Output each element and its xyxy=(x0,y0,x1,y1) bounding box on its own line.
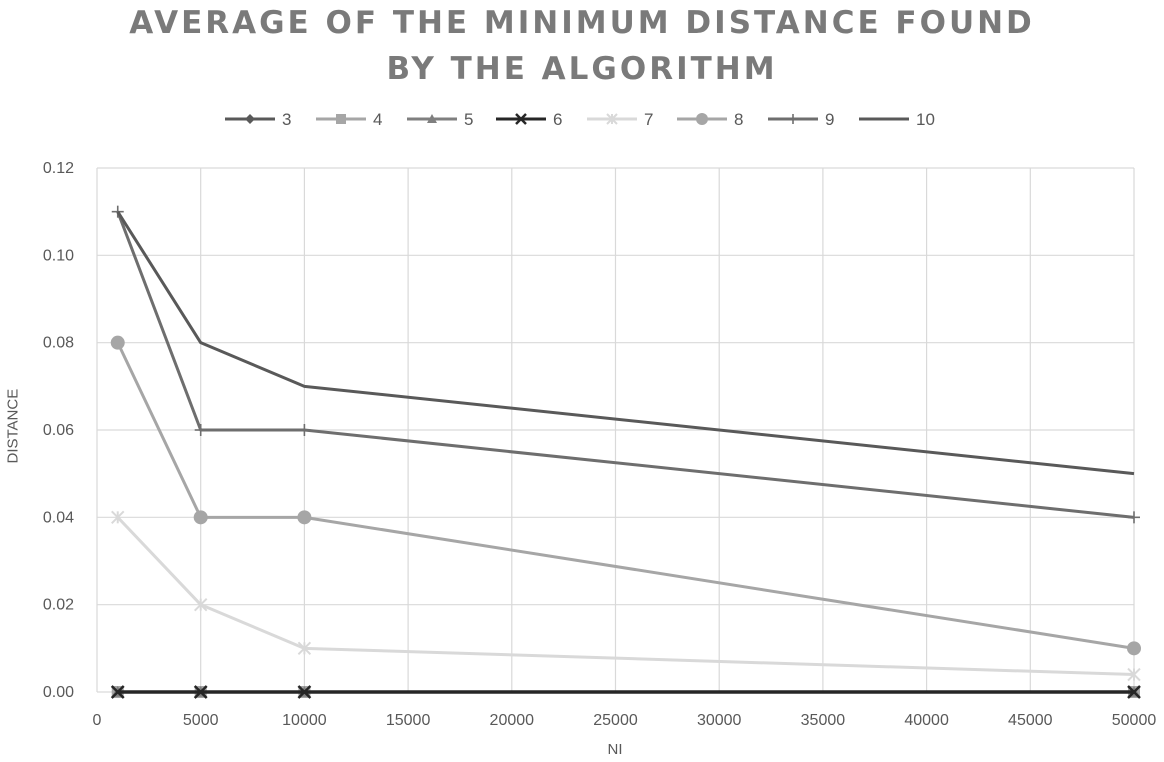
series-8-line xyxy=(116,342,1135,650)
series-6-point-stroke xyxy=(297,685,312,699)
series-7-point xyxy=(193,597,208,612)
y-tick-label: 0.08 xyxy=(43,335,74,352)
series-10-line xyxy=(116,210,1135,476)
series-7-line xyxy=(116,516,1135,677)
series-6-point-stroke xyxy=(110,685,125,699)
x-tick-label: 50000 xyxy=(1112,712,1157,729)
series-8-point xyxy=(297,510,312,525)
legend-marker-7 xyxy=(606,113,618,125)
chart-title-line-1: AVERAGE OF THE MINIMUM DISTANCE FOUND xyxy=(129,5,1035,41)
series-7-point xyxy=(1127,667,1141,682)
series-7-point xyxy=(111,510,125,525)
series-9-point xyxy=(1128,511,1140,524)
x-tick-label: 15000 xyxy=(386,712,431,729)
chart-title: AVERAGE OF THE MINIMUM DISTANCE FOUND BY… xyxy=(0,0,1164,92)
legend-marker-3 xyxy=(245,114,255,124)
legend-marker-6-stroke xyxy=(515,113,527,125)
y-tick-label: 0.10 xyxy=(43,247,74,264)
legend-label-4: 4 xyxy=(373,110,382,129)
series-8-point xyxy=(110,335,125,350)
series-9-point xyxy=(298,424,311,436)
x-tick-label: 20000 xyxy=(490,712,535,729)
legend-label-8: 8 xyxy=(734,110,743,129)
x-tick-label: 45000 xyxy=(1008,712,1053,729)
x-tick-label: 5000 xyxy=(183,712,219,729)
y-tick-label: 0.02 xyxy=(43,597,74,614)
x-tick-label: 40000 xyxy=(904,712,949,729)
legend-label-6: 6 xyxy=(553,110,562,129)
series-6-point xyxy=(1127,685,1141,699)
x-tick-label: 10000 xyxy=(282,712,327,729)
y-tick-label: 0.04 xyxy=(43,509,74,526)
series-6-point xyxy=(297,685,312,699)
legend-label-3: 3 xyxy=(282,110,291,129)
x-tick-label: 0 xyxy=(93,712,102,729)
legend-label-7: 7 xyxy=(644,110,653,129)
chart-title-line-2: BY THE ALGORITHM xyxy=(386,51,778,87)
series-8-point xyxy=(1127,641,1141,656)
series-9-line xyxy=(116,211,1135,519)
x-tick-label: 25000 xyxy=(593,712,638,729)
legend-marker-8 xyxy=(696,113,708,125)
x-axis-title: NI xyxy=(607,741,623,758)
x-tick-label: 35000 xyxy=(801,712,846,729)
x-tick-label: 30000 xyxy=(697,712,742,729)
y-tick-label: 0.12 xyxy=(43,160,74,177)
legend-marker-6 xyxy=(515,113,527,125)
legend-label-9: 9 xyxy=(825,110,834,129)
series-8-point xyxy=(193,510,208,525)
y-tick-label: 0.00 xyxy=(43,684,74,701)
y-axis-title: DISTANCE xyxy=(4,388,22,464)
series-6-point xyxy=(110,685,125,699)
series-9-point xyxy=(194,424,207,436)
legend-marker-4 xyxy=(336,114,346,124)
series-7-point xyxy=(297,641,312,656)
series-6-point-stroke xyxy=(1127,685,1141,699)
legend-label-5: 5 xyxy=(464,110,473,129)
y-tick-label: 0.06 xyxy=(43,422,74,439)
series-6-point xyxy=(193,685,208,699)
legend-marker-5 xyxy=(427,114,437,123)
legend-marker-9 xyxy=(788,114,798,124)
legend-label-10: 10 xyxy=(916,110,935,129)
series-6-point-stroke xyxy=(193,685,208,699)
